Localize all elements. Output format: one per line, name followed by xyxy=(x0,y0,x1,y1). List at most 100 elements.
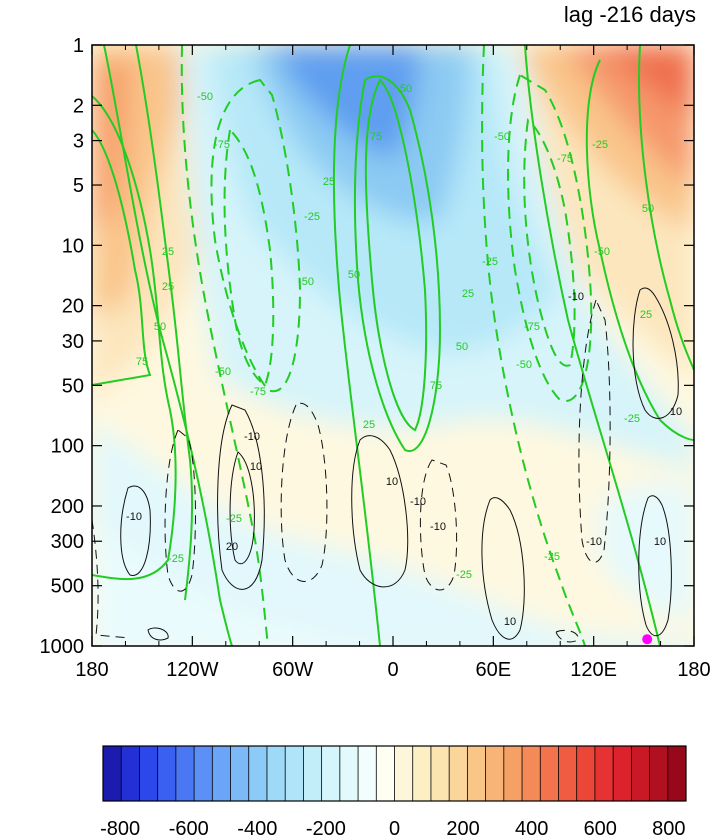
contour-label: -25 xyxy=(168,553,184,565)
y-tick-label: 1 xyxy=(73,35,84,57)
colorbar-cell xyxy=(303,746,322,801)
colorbar-cell xyxy=(576,746,596,801)
contour-label: -75 xyxy=(214,139,230,151)
contour-label: -10 xyxy=(410,496,426,508)
green-contour-50-a xyxy=(92,95,177,581)
colorbar-cell xyxy=(430,746,450,801)
y-tick-label: 20 xyxy=(62,296,84,318)
contour-label: -25 xyxy=(482,256,498,268)
colorbar-tick-label: -400 xyxy=(237,818,277,838)
contour-label: -75 xyxy=(250,386,266,398)
colorbar-tick-label: 600 xyxy=(584,818,617,838)
green-contour-neg25-b xyxy=(481,45,586,646)
location-marker xyxy=(642,634,653,645)
colorbar-cell xyxy=(358,746,377,801)
contour-label: -50 xyxy=(494,131,510,143)
colorbar-cell xyxy=(376,746,395,801)
contour-label: -75 xyxy=(524,321,540,333)
contour-label: 25 xyxy=(462,288,474,300)
black-contour-10-b xyxy=(217,404,265,590)
colorbar-tick-label: -200 xyxy=(306,818,346,838)
contour-label: -75 xyxy=(557,153,573,165)
colorbar-cell xyxy=(467,746,486,801)
contour-label: -25 xyxy=(592,139,608,151)
contour-label: 10 xyxy=(654,536,666,548)
contour-label: 10 xyxy=(386,476,398,488)
contour-label: -50 xyxy=(215,366,231,378)
black-contour-neg10-e xyxy=(92,519,131,639)
y-tick-label: 50 xyxy=(62,375,84,397)
colorbar-tick-label: -800 xyxy=(100,818,140,838)
x-tick-label: 60E xyxy=(476,659,512,681)
x-tick-label: 120W xyxy=(166,659,218,681)
contour-label: -25 xyxy=(456,569,472,581)
contour-label: -10 xyxy=(244,431,260,443)
y-tick-label: 30 xyxy=(62,331,84,353)
contour-label: -10 xyxy=(586,536,602,548)
colorbar-cell xyxy=(339,746,359,801)
contour-label: 25 xyxy=(162,281,174,293)
colorbar-cell xyxy=(503,746,523,801)
contour-label: -10 xyxy=(430,521,446,533)
green-contour-75-a xyxy=(92,129,152,386)
colorbar: -800 -600 -400 -200 0 200 400 600 800 xyxy=(100,745,687,838)
contour-label: 75 xyxy=(136,356,148,368)
colorbar-cell xyxy=(522,746,541,801)
black-contour-10-g xyxy=(147,627,169,641)
black-contour-10-f xyxy=(638,495,672,637)
contour-label: 20 xyxy=(226,541,238,553)
black-contour-neg10-c xyxy=(419,459,458,591)
green-contour-neg25-a xyxy=(180,45,269,646)
colorbar-cell xyxy=(175,746,195,801)
green-contour-25-c xyxy=(333,45,381,646)
contour-label: -50 xyxy=(516,359,532,371)
shaded-field xyxy=(92,45,694,646)
colorbar-tick-label: 400 xyxy=(515,818,548,838)
colorbar-cell xyxy=(540,746,559,801)
green-contour-25-d xyxy=(524,45,661,646)
contour-label: 50 xyxy=(400,83,412,95)
black-contour-labels: -10 10 20 -10 10 -10 -10 10 -10 -10 10 1… xyxy=(126,291,682,628)
x-tick-label: 0 xyxy=(387,659,398,681)
colorbar-cell xyxy=(412,746,432,801)
black-contour-neg10-d xyxy=(578,298,611,563)
contour-label: 50 xyxy=(348,269,360,281)
colorbar-cell xyxy=(321,746,341,801)
y-tick-label: 1000 xyxy=(40,636,85,658)
colorbar-tick-label: 200 xyxy=(446,818,479,838)
colorbar-frame xyxy=(102,745,687,802)
x-tick-label: 120E xyxy=(570,659,617,681)
black-contours xyxy=(120,287,679,641)
contour-label: 25 xyxy=(323,176,335,188)
colorbar-tick-label: -600 xyxy=(169,818,209,838)
field-negative-core xyxy=(275,45,420,160)
field-negative-east-lower xyxy=(600,482,694,620)
field-positive-west-core xyxy=(92,60,130,230)
colorbar-cell xyxy=(194,746,213,801)
y-tick-label: 500 xyxy=(51,576,84,598)
contour-label: 50 xyxy=(642,203,654,215)
chart-title: lag -216 days xyxy=(563,2,696,27)
contour-label: -10 xyxy=(126,511,142,523)
contour-label: 50 xyxy=(154,321,166,333)
contour-label: -50 xyxy=(197,91,213,103)
green-contour-neg50-b xyxy=(507,73,593,403)
black-contour-10-e xyxy=(632,287,679,419)
green-contour-labels: 25 25 50 75 -50 -75 -50 -75 -50 -25 -25 … xyxy=(136,83,654,581)
colorbar-cell xyxy=(266,746,286,801)
contour-label: -25 xyxy=(226,513,242,525)
contour-label: -50 xyxy=(594,246,610,258)
contour-label: -25 xyxy=(544,551,560,563)
black-contour-10-c xyxy=(351,435,409,588)
black-contour-neg10-f xyxy=(555,629,579,643)
contour-label: 50 xyxy=(456,341,468,353)
contour-label: 10 xyxy=(250,461,262,473)
contour-label: 10 xyxy=(670,406,682,418)
green-contours-dashed xyxy=(180,45,593,646)
black-contours-dashed xyxy=(92,298,611,643)
contour-label: 25 xyxy=(162,246,174,258)
y-tick-label: 100 xyxy=(51,436,84,458)
green-contour-75-d xyxy=(638,45,694,371)
contour-label: 75 xyxy=(430,380,442,392)
